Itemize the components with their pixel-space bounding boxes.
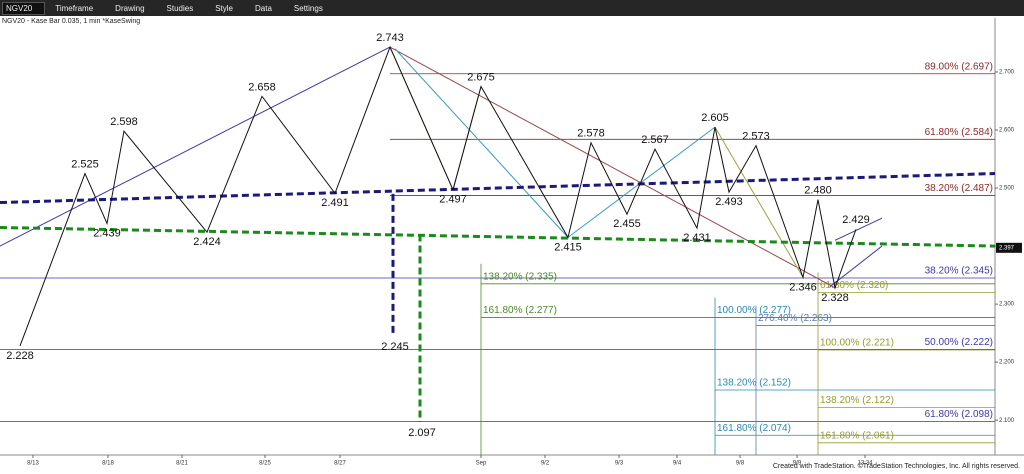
swing-label: 2.455 (613, 218, 641, 230)
x-tick-label: 9/9 (793, 461, 802, 467)
x-tick-label: 8/13 (27, 461, 39, 467)
fib-label: 276.40% (2.263) (758, 313, 832, 324)
fib-label: 161.80% (2.074) (717, 423, 791, 434)
trendline (714, 126, 804, 278)
x-tick-label: 9/3 (615, 461, 624, 467)
last-price-label: 2.397 (999, 245, 1015, 251)
y-tick-label: 2.100 (999, 418, 1015, 424)
fib-label: 138.20% (2.152) (717, 378, 791, 389)
swing-label: 2.328 (821, 292, 849, 304)
projection-label: 2.245 (381, 341, 409, 353)
swing-label: 2.415 (554, 241, 582, 253)
fib-label: 61.80% (2.098) (925, 409, 993, 420)
x-tick-label: 8/25 (259, 461, 271, 467)
fib-label: 161.80% (2.061) (820, 430, 894, 441)
toolbar-item[interactable]: Data (255, 3, 272, 13)
swing-label: 2.573 (742, 131, 770, 143)
swing-label: 2.675 (467, 71, 495, 83)
x-tick-label: 9/4 (673, 461, 682, 467)
y-tick-label: 2.300 (999, 302, 1015, 308)
toolbar-item[interactable]: Timeframe (55, 3, 94, 13)
footer: Created with TradeStation. ©TradeStation… (773, 462, 1020, 470)
fib-label: 61.80% (2.320) (820, 280, 888, 291)
trendline (389, 46, 836, 289)
x-tick-label: 8/27 (334, 461, 346, 467)
swing-label: 2.493 (715, 196, 743, 208)
trendline (0, 46, 391, 247)
swing-label: 2.567 (641, 134, 669, 146)
fib-label: 138.20% (2.335) (483, 271, 557, 282)
x-tick-label: 9/2 (541, 461, 550, 467)
swing-label: 2.605 (701, 112, 729, 124)
fib-label: 100.00% (2.277) (717, 305, 791, 316)
y-tick-label: 2.500 (999, 186, 1015, 192)
y-tick-label: 2.700 (999, 70, 1015, 76)
trendline (829, 245, 883, 288)
toolbar-item[interactable]: Drawing (115, 3, 145, 13)
trendline (567, 126, 716, 238)
price-swing-line (19, 45, 857, 347)
swing-label: 2.431 (683, 232, 711, 244)
swing-label: 2.491 (321, 197, 349, 209)
fib-label: 61.80% (2.584) (925, 127, 993, 138)
toolbar-item[interactable]: Studies (166, 3, 194, 13)
chart: NGV20 - Kase Bar 0.035, 1 min *KaseSwing… (0, 18, 1024, 470)
fib-label: 100.00% (2.221) (820, 338, 894, 349)
swing-label: 2.424 (193, 236, 221, 248)
symbol-box[interactable]: NGV20 (2, 1, 46, 15)
last-price-box (996, 242, 1022, 253)
swing-label: 2.658 (248, 81, 276, 93)
x-tick-label: 8/18 (102, 461, 114, 467)
fib-label: 138.20% (2.122) (820, 395, 894, 406)
x-tick-label: 9/8 (736, 461, 745, 467)
swing-label: 2.578 (577, 128, 605, 140)
fib-label: 50.00% (2.222) (925, 337, 993, 348)
swing-label: 2.429 (842, 214, 870, 226)
swing-label: 2.497 (439, 194, 467, 206)
fib-label: 38.20% (2.345) (925, 266, 993, 277)
swing-label: 2.228 (6, 350, 34, 362)
trendline (394, 48, 569, 238)
fib-label: 161.80% (2.277) (483, 305, 557, 316)
x-tick-label: 8/21 (176, 461, 188, 467)
toolbar: NGV20 Timeframe Drawing Studies Style Data Se… (0, 0, 1024, 16)
swing-label: 2.480 (804, 185, 832, 197)
x-tick-label: Sep (476, 461, 487, 467)
y-tick-label: 2.200 (999, 360, 1015, 366)
trendline (834, 217, 883, 241)
x-tick-label: 13:34 (857, 461, 873, 467)
trendline (0, 226, 996, 248)
swing-label: 2.439 (93, 227, 121, 239)
toolbar-item[interactable]: Settings (293, 3, 323, 13)
chart-title: NGV20 - Kase Bar 0.035, 1 min *KaseSwing (2, 18, 140, 25)
fib-label: 38.20% (2.487) (925, 183, 993, 194)
fib-label: 89.00% (2.697) (925, 61, 993, 72)
swing-label: 2.346 (789, 281, 817, 293)
swing-label: 2.598 (110, 116, 138, 128)
y-tick-label: 2.600 (999, 128, 1015, 134)
trendline (0, 172, 996, 205)
swing-label: 2.525 (71, 158, 99, 170)
projection-label: 2.097 (408, 427, 436, 439)
toolbar-item[interactable]: Style (215, 3, 233, 13)
swing-label: 2.743 (376, 32, 404, 44)
